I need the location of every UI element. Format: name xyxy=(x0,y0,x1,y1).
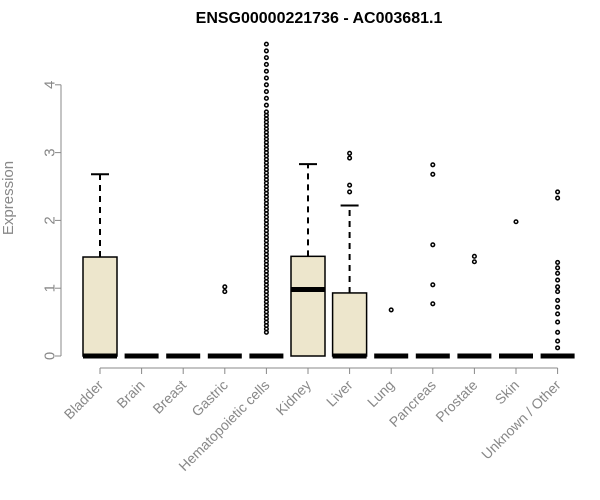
box-gastric xyxy=(207,284,242,359)
outlier-point xyxy=(347,155,353,161)
outlier-point xyxy=(430,301,436,307)
box-pancreas xyxy=(415,162,450,359)
y-tick-label: 1 xyxy=(42,284,59,292)
outlier-point xyxy=(471,253,477,259)
outlier-point xyxy=(263,95,269,101)
outlier-point xyxy=(513,219,519,225)
outlier-point xyxy=(555,259,561,265)
outlier-point xyxy=(347,182,353,188)
outlier-point xyxy=(263,89,269,95)
outlier-point xyxy=(263,109,269,115)
y-axis-label: Expression xyxy=(0,161,17,235)
box-iqr xyxy=(331,292,368,357)
x-category-label: Brain xyxy=(113,377,147,411)
y-tick-label: 0 xyxy=(42,352,59,360)
x-category-label: Liver xyxy=(323,377,356,410)
outlier-point xyxy=(263,41,269,47)
outlier-point xyxy=(222,284,228,290)
outlier-point xyxy=(555,338,561,344)
outlier-point xyxy=(263,82,269,88)
box-kidney xyxy=(290,163,326,357)
outlier-point xyxy=(555,270,561,276)
outlier-point xyxy=(347,189,353,195)
outlier-point xyxy=(347,150,353,156)
outlier-point xyxy=(555,277,561,283)
outlier-point xyxy=(430,171,436,177)
box-lung xyxy=(374,307,409,359)
outlier-point xyxy=(263,102,269,108)
outlier-point xyxy=(430,282,436,288)
outlier-point xyxy=(263,75,269,81)
x-category-label: Breast xyxy=(149,377,189,417)
outlier-point xyxy=(555,304,561,310)
plot-marks xyxy=(82,41,575,359)
outlier-point xyxy=(555,311,561,317)
box-hematopoietic-cells xyxy=(249,41,284,359)
x-category-label: Unknown / Other xyxy=(478,377,564,463)
x-category-label: Skin xyxy=(492,377,523,408)
outlier-point xyxy=(555,319,561,325)
outlier-point xyxy=(555,189,561,195)
y-tick-label: 2 xyxy=(42,216,59,224)
box-unknown-other xyxy=(540,189,575,359)
x-category-label: Kidney xyxy=(273,377,315,419)
box-bladder xyxy=(82,173,118,359)
chart-title: ENSG00000221736 - AC003681.1 xyxy=(196,10,443,27)
outlier-point xyxy=(388,307,394,313)
y-tick-label: 4 xyxy=(42,81,59,89)
outlier-point xyxy=(555,195,561,201)
box-skin xyxy=(499,219,533,359)
outlier-point xyxy=(222,289,228,295)
box-iqr xyxy=(82,256,118,357)
box-iqr xyxy=(290,255,326,357)
outlier-point xyxy=(555,265,561,271)
outlier-point xyxy=(555,329,561,335)
x-category-label: Bladder xyxy=(61,377,107,423)
outlier-point xyxy=(263,61,269,68)
box-liver xyxy=(331,150,368,359)
x-category-label: Lung xyxy=(364,377,397,410)
outlier-point xyxy=(555,345,561,351)
outlier-point xyxy=(555,289,561,295)
outlier-point xyxy=(471,259,477,265)
outlier-point xyxy=(430,162,436,168)
outlier-point xyxy=(555,284,561,290)
outlier-point xyxy=(263,48,269,54)
outlier-point xyxy=(555,297,561,303)
x-category-label: Prostate xyxy=(432,377,480,425)
box-prostate xyxy=(457,253,492,359)
y-tick-label: 3 xyxy=(42,148,59,156)
outlier-point xyxy=(263,55,269,61)
outlier-point xyxy=(430,242,436,248)
outlier-point xyxy=(263,68,269,74)
